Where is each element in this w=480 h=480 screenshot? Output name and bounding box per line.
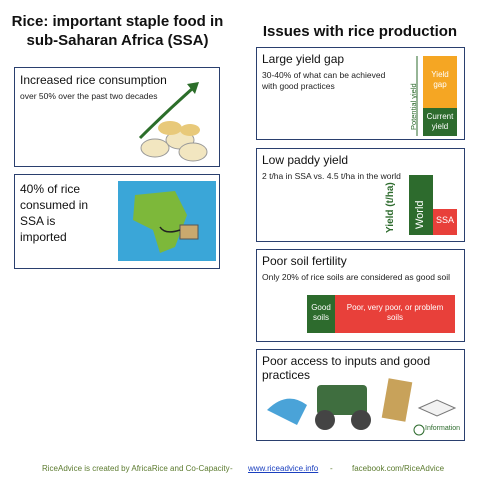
yield-gap-bars	[416, 56, 457, 136]
footer-text: RiceAdvice is created by AfricaRice and …	[42, 464, 230, 473]
card: 40% of rice consumed in SSA is imported	[14, 174, 220, 269]
axis-label: Yield (t/ha)	[385, 182, 396, 233]
bar-label: Yield gap	[431, 70, 449, 89]
card: Increased rice consumption over 50% over…	[14, 67, 220, 167]
card-title: Large yield gap	[262, 52, 345, 66]
soil-bar	[307, 295, 455, 333]
card: Poor access to inputs and good practices…	[256, 349, 465, 441]
card-text: 30-40% of what can be achieved with good…	[262, 70, 386, 91]
map-illustration	[118, 181, 216, 261]
card-text: Only 20% of rice soils are considered as…	[262, 272, 451, 282]
axis-label: Potential yield	[409, 83, 418, 130]
card-text: 2 t/ha in SSA vs. 4.5 t/ha in the world	[262, 171, 401, 181]
yield-bars	[409, 175, 457, 235]
card-text: over 50% over the past two decades	[20, 91, 158, 101]
card: Large yield gap 30-40% of what can be ac…	[256, 47, 465, 140]
bar-label: World	[414, 200, 426, 229]
card: Low paddy yield 2 t/ha in SSA vs. 4.5 t/…	[256, 148, 465, 242]
bar-label: SSA	[435, 215, 454, 225]
card: Poor soil fertility Only 20% of rice soi…	[256, 249, 465, 342]
bar-label: Poor, very poor, or problem soils	[346, 303, 444, 322]
card-title: Poor access to inputs and good practices	[262, 354, 431, 382]
left-title: Rice: important staple food in sub-Sahar…	[11, 13, 224, 49]
icon-label: Information	[425, 425, 461, 432]
card-title: Low paddy yield	[262, 153, 349, 167]
rice-illustration	[138, 82, 208, 162]
footer-link[interactable]: facebook.com/RiceAdvice	[352, 464, 445, 473]
card-title: Increased rice consumption	[20, 73, 167, 87]
bar-label: Good soils	[311, 303, 331, 322]
card-title: Poor soil fertility	[262, 254, 347, 268]
inputs-illustration	[267, 378, 457, 436]
bar-label: Current yield	[426, 112, 454, 131]
footer-sep: -	[230, 464, 233, 473]
footer-sep: -	[330, 464, 333, 473]
footer-link[interactable]: www.riceadvice.info	[248, 464, 319, 473]
card-text: 40% of rice consumed in SSA is imported	[20, 182, 89, 244]
right-title: Issues with rice production	[262, 23, 458, 40]
